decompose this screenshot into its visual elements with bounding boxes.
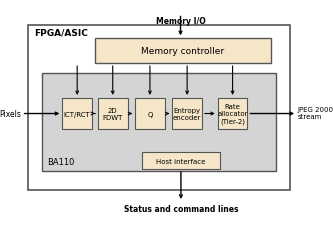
Text: Status and command lines: Status and command lines xyxy=(124,204,238,213)
Text: Q: Q xyxy=(147,111,153,117)
Text: ICT/RCT: ICT/RCT xyxy=(64,111,91,117)
Text: Host interface: Host interface xyxy=(156,158,205,164)
Text: Entropy
encoder: Entropy encoder xyxy=(173,108,201,121)
Text: Memory controller: Memory controller xyxy=(142,47,224,56)
Text: 2D
FDWT: 2D FDWT xyxy=(103,108,123,121)
Text: JPEG 2000
stream: JPEG 2000 stream xyxy=(298,107,333,120)
Text: BA110: BA110 xyxy=(47,158,75,167)
FancyBboxPatch shape xyxy=(43,74,276,172)
Text: Rate
allocator
(Tier-2): Rate allocator (Tier-2) xyxy=(217,104,248,124)
FancyBboxPatch shape xyxy=(62,98,92,130)
FancyBboxPatch shape xyxy=(98,98,128,130)
Text: Pixels: Pixels xyxy=(0,110,21,118)
Text: Memory I/O: Memory I/O xyxy=(156,17,205,26)
FancyBboxPatch shape xyxy=(172,98,202,130)
Text: FPGA/ASIC: FPGA/ASIC xyxy=(34,28,88,37)
FancyBboxPatch shape xyxy=(95,39,271,64)
FancyBboxPatch shape xyxy=(135,98,165,130)
FancyBboxPatch shape xyxy=(142,153,220,169)
FancyBboxPatch shape xyxy=(28,26,290,190)
FancyBboxPatch shape xyxy=(218,98,247,130)
